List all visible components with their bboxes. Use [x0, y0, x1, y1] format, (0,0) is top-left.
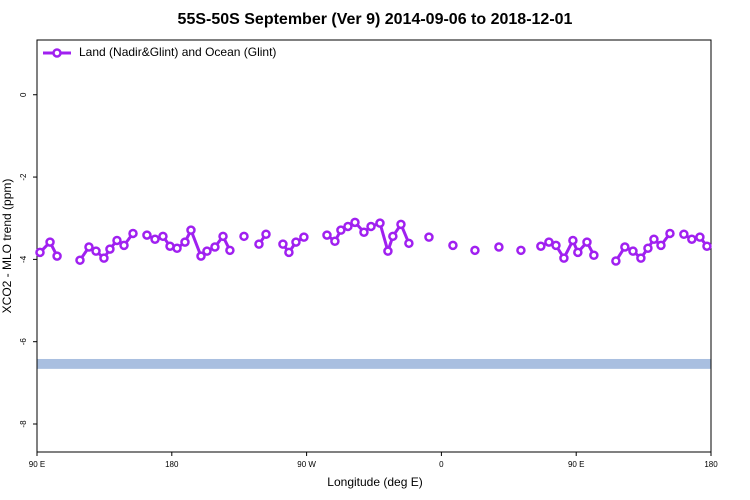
- legend-marker: [52, 48, 62, 58]
- point: [218, 231, 228, 242]
- point: [158, 231, 168, 242]
- point: [105, 244, 115, 254]
- plot-frame: [36, 39, 712, 453]
- point: [112, 235, 122, 246]
- point: [536, 241, 546, 251]
- point: [551, 240, 561, 251]
- point: [291, 237, 301, 247]
- point: [225, 245, 235, 256]
- point: [350, 217, 360, 228]
- point: [150, 234, 160, 244]
- y-tick-label: 0: [19, 92, 28, 97]
- y-axis-label: XCO2 - MLO trend (ppm): [0, 179, 14, 314]
- point: [573, 247, 583, 258]
- point: [620, 242, 630, 252]
- y-tick-label: -4: [19, 255, 28, 263]
- x-axis-label: Longitude (deg E): [327, 475, 422, 489]
- point: [75, 255, 85, 265]
- point: [636, 253, 646, 263]
- point: [202, 246, 212, 256]
- legend-label: Land (Nadir&Glint) and Ocean (Glint): [79, 45, 276, 59]
- point: [119, 240, 129, 251]
- point: [91, 246, 101, 256]
- x-tick-label: 180: [704, 460, 718, 469]
- point: [366, 221, 376, 232]
- point: [388, 231, 398, 242]
- point: [695, 232, 705, 242]
- point: [611, 256, 621, 266]
- point: [656, 240, 666, 251]
- x-tick-label: 90 E: [568, 460, 584, 469]
- point: [278, 239, 288, 249]
- point: [284, 247, 294, 258]
- point: [343, 221, 353, 232]
- point: [180, 237, 190, 247]
- point: [582, 237, 592, 247]
- point: [568, 235, 578, 246]
- point: [322, 230, 332, 240]
- point: [702, 241, 712, 251]
- point: [52, 251, 62, 261]
- point: [589, 250, 599, 261]
- point: [424, 232, 434, 242]
- point: [128, 228, 138, 239]
- point: [45, 237, 55, 247]
- point: [383, 246, 393, 256]
- point: [628, 246, 638, 256]
- point: [254, 239, 264, 249]
- point: [210, 242, 220, 252]
- point: [186, 225, 196, 235]
- y-tick-label: -2: [19, 173, 28, 181]
- point: [142, 230, 152, 240]
- point: [665, 228, 675, 239]
- point: [687, 234, 697, 244]
- y-tick-label: -8: [19, 420, 28, 428]
- point: [396, 219, 406, 230]
- point: [679, 229, 689, 240]
- point: [336, 225, 346, 235]
- point: [494, 242, 504, 252]
- point: [470, 245, 480, 256]
- x-tick-label: 0: [439, 460, 444, 469]
- point: [649, 234, 659, 244]
- point: [359, 227, 369, 237]
- point: [196, 251, 206, 261]
- point: [35, 247, 45, 258]
- point: [643, 243, 653, 254]
- x-tick-label: 90 E: [29, 460, 45, 469]
- y-tick-label: -6: [19, 338, 28, 346]
- point: [404, 238, 414, 249]
- point: [261, 229, 271, 240]
- chart-title: 55S-50S September (Ver 9) 2014-09-06 to …: [178, 11, 573, 28]
- point: [239, 231, 249, 242]
- point: [99, 253, 109, 263]
- x-tick-label: 90 W: [297, 460, 316, 469]
- point: [544, 237, 554, 247]
- point: [330, 236, 340, 247]
- point: [559, 253, 569, 263]
- band: [37, 358, 711, 369]
- point: [516, 245, 526, 256]
- point: [84, 242, 94, 252]
- point: [448, 240, 458, 251]
- point: [299, 232, 309, 242]
- x-tick-label: 180: [165, 460, 179, 469]
- point: [375, 218, 385, 228]
- point: [172, 243, 182, 254]
